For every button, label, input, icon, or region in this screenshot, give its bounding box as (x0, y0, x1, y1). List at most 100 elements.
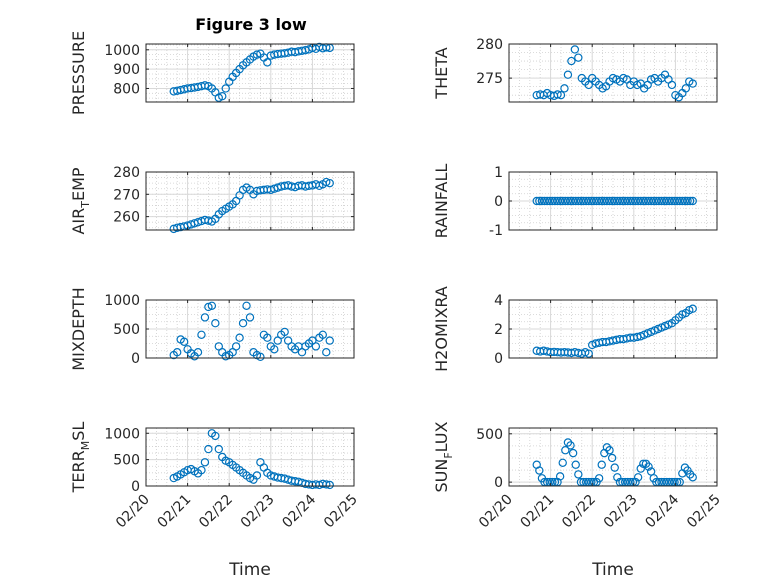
sun_flux-point (561, 446, 570, 455)
theta-point (574, 53, 583, 62)
theta-series (532, 45, 697, 102)
h2omixra-ylabel: H2OMIXRA (432, 286, 451, 372)
theta-axes: 275 280 THETA (432, 37, 718, 103)
pressure-point (218, 91, 227, 101)
sun_flux-point (688, 473, 697, 482)
sun_flux-point (568, 448, 578, 458)
theta-point (667, 80, 677, 90)
rainfall-point (613, 196, 622, 206)
sun_flux-plot-area (508, 427, 718, 487)
terr_msl-xtick-label: 02/22 (196, 492, 236, 532)
terr_msl-axes: 0 500 1000 02/20 02/21 02/22 02/23 02/24 02/25 TE… (69, 422, 361, 580)
theta-point (560, 84, 569, 93)
sun_flux-point (566, 441, 575, 450)
theta-point (681, 84, 691, 93)
terr_msl-xtick-label: 02/21 (155, 492, 195, 532)
rainfall-point (587, 196, 596, 206)
sun_flux-point (594, 474, 604, 483)
h2omixra-point (688, 304, 697, 313)
h2omixra-ytick-label: 4 (494, 293, 503, 309)
mixdepth-point (207, 301, 217, 310)
figure-title: Figure 3 low (195, 15, 307, 34)
terr_msl-xtick-label: 02/25 (321, 492, 361, 532)
air_temp-point (325, 178, 334, 188)
mixdepth-point (270, 345, 279, 354)
mixdepth-point (325, 336, 334, 345)
sun_flux-point (574, 470, 583, 479)
mixdepth-point (263, 333, 272, 342)
sun_flux-xtick-label: 02/25 (684, 492, 724, 532)
sun_flux-axes: 0 500 02/20 02/21 02/22 02/23 02/24 02/25 SUNFLU… (432, 421, 724, 580)
terr_msl-point (325, 480, 334, 490)
theta-point (553, 90, 562, 99)
air_temp-axes: 260 270 280 AIRTEMP (69, 165, 355, 235)
pressure-ytick-label: 800 (113, 81, 140, 97)
mixdepth-point (179, 337, 189, 346)
pressure-point (252, 50, 262, 59)
terr_msl-series (169, 429, 334, 490)
sun_flux-point (607, 453, 617, 463)
mixdepth-point (280, 327, 289, 337)
mixdepth-point (245, 313, 255, 322)
terr_msl-xtick-label: 02/20 (113, 492, 153, 532)
sun_flux-xtick-label: 02/24 (642, 491, 682, 531)
rainfall-point (652, 196, 661, 206)
mixdepth-point (211, 319, 220, 328)
terr_msl-ylabel: TERRMSL (69, 422, 92, 494)
sun_flux-xlabel: Time (591, 560, 634, 580)
sun_flux-point (558, 458, 567, 467)
theta-point (584, 80, 593, 90)
rainfall-axes: -1 0 1 RAINFALL (432, 164, 718, 239)
mixdepth-ytick-label: 1000 (104, 293, 140, 309)
terr_msl-xtick-label: 02/23 (238, 492, 278, 532)
rainfall-ytick-label: 0 (494, 194, 503, 210)
theta-point (563, 70, 573, 79)
mixdepth-ytick-label: 0 (131, 351, 140, 367)
mixdepth-point (200, 313, 210, 322)
mixdepth-point (197, 330, 206, 339)
pressure-point (200, 81, 210, 90)
sun_flux-point (535, 466, 544, 475)
terr_msl-ytick-label: 1000 (104, 426, 140, 442)
sun_flux-point (605, 446, 614, 455)
h2omixra-axes: 0 2 4 H2OMIXRA (432, 286, 718, 372)
mixdepth-point (318, 330, 327, 339)
rainfall-point (574, 196, 583, 206)
mixdepth-point (322, 348, 331, 357)
theta-point (570, 45, 580, 54)
mixdepth-point (193, 348, 203, 357)
rainfall-series (532, 196, 697, 206)
mixdepth-point (204, 302, 213, 312)
mixdepth-ytick-label: 500 (113, 322, 140, 338)
rainfall-point (626, 196, 635, 206)
theta-point (567, 56, 576, 66)
sun_flux-point (644, 462, 653, 471)
sun_flux-point (597, 460, 606, 469)
rainfall-point (688, 196, 697, 206)
rainfall-point (685, 196, 695, 206)
sun_flux-point (613, 473, 622, 482)
mixdepth-ylabel: MIXDEPTH (69, 287, 88, 370)
sun_flux-ylabel: SUNFLUX (432, 421, 455, 492)
air_temp-ylabel: AIRTEMP (69, 167, 92, 234)
air_temp-ytick-label: 270 (113, 187, 140, 203)
air_temp-series (169, 177, 334, 234)
terr_msl-point (214, 444, 223, 454)
rainfall-point (683, 196, 692, 206)
mixdepth-point (172, 348, 182, 357)
rainfall-point (600, 196, 609, 206)
rainfall-ytick-label: 1 (494, 165, 503, 181)
sun_flux-xtick-label: 02/23 (601, 492, 641, 532)
rainfall-point (665, 196, 674, 206)
terr_msl-point (322, 480, 331, 489)
theta-point (556, 90, 566, 100)
rainfall-point (561, 196, 570, 206)
mixdepth-point (235, 333, 244, 342)
rainfall-point (639, 196, 648, 206)
pressure-axes: 800 900 1000 PRESSURE (69, 31, 355, 115)
mixdepth-axes: 0 500 1000 MIXDEPTH (69, 287, 355, 371)
mixdepth-point (256, 352, 265, 362)
theta-ytick-label: 280 (476, 37, 503, 53)
rainfall-point (548, 196, 557, 206)
